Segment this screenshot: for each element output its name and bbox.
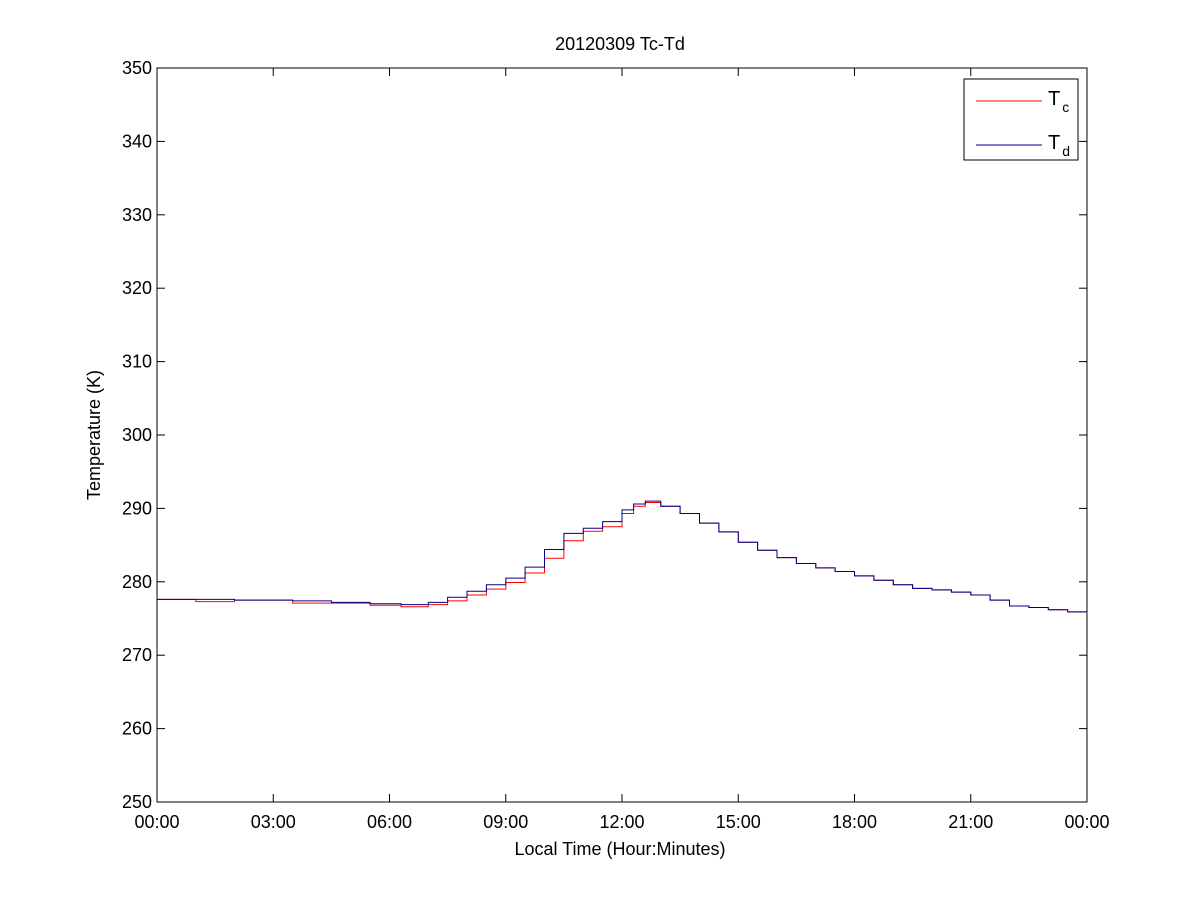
x-tick-label: 03:00 — [251, 812, 296, 832]
plot-area — [156, 67, 1088, 803]
x-tick-label: 18:00 — [832, 812, 877, 832]
x-tick-label: 09:00 — [483, 812, 528, 832]
x-tick-label: 12:00 — [599, 812, 644, 832]
x-tick-label: 00:00 — [134, 812, 179, 832]
y-tick-label: 340 — [122, 131, 152, 151]
y-tick-label: 250 — [122, 792, 152, 812]
y-tick-label: 300 — [122, 425, 152, 445]
y-tick-label: 290 — [122, 498, 152, 518]
series-line-td — [157, 500, 1088, 615]
y-tick-label: 350 — [122, 58, 152, 78]
y-tick-label: 260 — [122, 719, 152, 739]
x-tick-label: 21:00 — [948, 812, 993, 832]
y-tick-label: 280 — [122, 572, 152, 592]
chart-title: 20120309 Tc-Td — [555, 34, 685, 54]
x-tick-label: 00:00 — [1064, 812, 1109, 832]
series-layer — [157, 500, 1088, 615]
y-axis-label: Temperature (K) — [84, 370, 104, 500]
y-tick-label: 270 — [122, 645, 152, 665]
x-axis-label: Local Time (Hour:Minutes) — [514, 839, 725, 859]
y-tick-label: 310 — [122, 352, 152, 372]
axis-ticks: 00:00 03:00 06:00 09:00 12:00 15:00 18:00 21:00… — [122, 58, 1110, 832]
x-tick-label: 06:00 — [367, 812, 412, 832]
x-tick-label: 15:00 — [716, 812, 761, 832]
y-tick-label: 320 — [122, 278, 152, 298]
y-tick-label: 330 — [122, 205, 152, 225]
legend-box — [963, 78, 1079, 161]
